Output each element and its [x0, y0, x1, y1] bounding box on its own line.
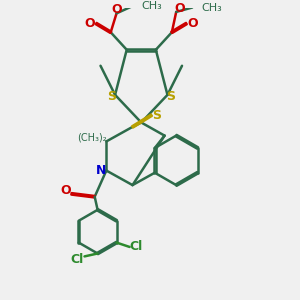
Text: CH₃: CH₃ — [141, 1, 162, 11]
Text: Cl: Cl — [70, 253, 84, 266]
Text: S: S — [107, 90, 116, 103]
Text: Cl: Cl — [129, 240, 142, 254]
Text: S: S — [167, 90, 176, 103]
Text: S: S — [152, 109, 161, 122]
Text: O: O — [174, 2, 185, 16]
Text: O: O — [188, 17, 198, 30]
Text: CH₃: CH₃ — [201, 2, 222, 13]
Text: (CH₃)₂: (CH₃)₂ — [77, 133, 106, 143]
Text: O: O — [61, 184, 71, 197]
Text: O: O — [111, 3, 122, 16]
Text: O: O — [84, 17, 95, 30]
Text: N: N — [96, 164, 106, 177]
